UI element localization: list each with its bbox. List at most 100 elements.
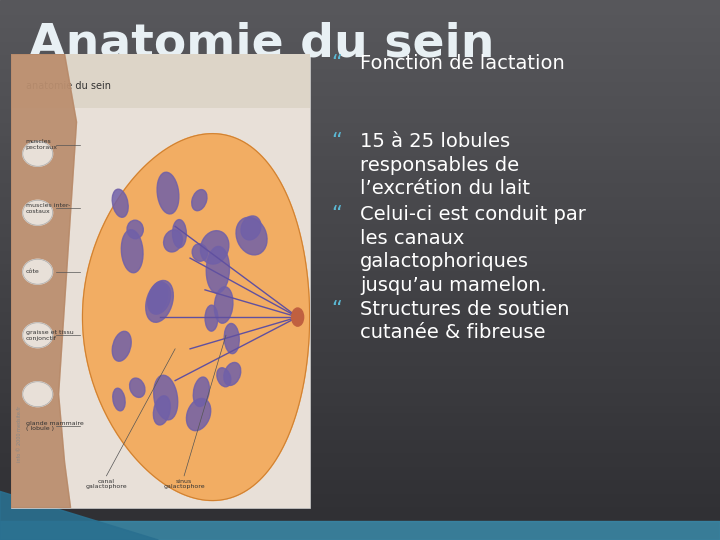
Bar: [0, 108, 720, 115]
Bar: [0, 276, 720, 284]
Ellipse shape: [224, 362, 240, 386]
Bar: [0, 168, 720, 176]
Bar: [0, 324, 720, 330]
Bar: [0, 392, 720, 399]
Bar: [0, 270, 720, 276]
Bar: [0, 378, 720, 384]
Bar: [0, 148, 720, 156]
Bar: [0, 426, 720, 432]
Bar: [0, 372, 720, 378]
Bar: [0, 128, 720, 135]
Ellipse shape: [127, 220, 143, 239]
Bar: [0, 202, 720, 209]
Bar: [0, 243, 720, 249]
Text: muscles
pectoraux: muscles pectoraux: [26, 139, 58, 150]
Ellipse shape: [112, 189, 128, 217]
Bar: [0, 411, 720, 418]
Ellipse shape: [215, 287, 233, 323]
Bar: [0, 418, 720, 426]
Ellipse shape: [193, 377, 210, 407]
Bar: [0, 209, 720, 216]
Bar: [0, 189, 720, 195]
Bar: [0, 492, 720, 500]
Bar: [0, 6, 720, 14]
Text: Celui-ci est conduit par
les canaux
galactophoriques
jusqu’au mamelon.: Celui-ci est conduit par les canaux gala…: [360, 205, 586, 295]
Bar: [0, 263, 720, 270]
Ellipse shape: [23, 200, 53, 225]
Bar: [0, 432, 720, 438]
Ellipse shape: [163, 230, 182, 252]
Bar: [0, 102, 720, 108]
Bar: [0, 230, 720, 237]
Bar: [0, 513, 720, 519]
Bar: [0, 162, 720, 168]
Text: Fonction de lactation: Fonction de lactation: [360, 54, 564, 73]
Bar: [0, 405, 720, 411]
Ellipse shape: [148, 283, 171, 314]
Text: info © 2000 medsite.fr: info © 2000 medsite.fr: [17, 406, 22, 462]
Text: sinus
galactophore: sinus galactophore: [163, 478, 205, 489]
Polygon shape: [83, 134, 310, 501]
Ellipse shape: [241, 216, 261, 240]
Bar: [0, 521, 720, 540]
Bar: [0, 338, 720, 345]
Ellipse shape: [186, 399, 211, 431]
Bar: [0, 507, 720, 513]
Bar: [0, 317, 720, 324]
Bar: [0, 291, 720, 297]
Ellipse shape: [23, 382, 53, 407]
Ellipse shape: [205, 305, 218, 331]
Polygon shape: [83, 134, 310, 501]
Bar: [0, 459, 720, 465]
Text: canal
galactophore: canal galactophore: [86, 478, 127, 489]
Ellipse shape: [23, 323, 53, 348]
Bar: [0, 526, 720, 534]
Ellipse shape: [206, 246, 230, 293]
Bar: [0, 438, 720, 445]
Ellipse shape: [153, 375, 178, 420]
Bar: [0, 60, 720, 68]
Bar: [0, 222, 720, 230]
Bar: [0, 453, 720, 459]
Bar: [0, 0, 720, 6]
Bar: [0, 534, 720, 540]
Ellipse shape: [217, 368, 231, 387]
Ellipse shape: [192, 244, 207, 261]
Bar: [0, 14, 720, 20]
Text: muscles inter-
costaux: muscles inter- costaux: [26, 203, 70, 214]
Text: “: “: [331, 300, 342, 320]
Bar: [0, 480, 720, 486]
Bar: [0, 40, 720, 47]
Ellipse shape: [112, 332, 131, 361]
Bar: [0, 183, 720, 189]
Bar: [0, 249, 720, 256]
Bar: [0, 33, 720, 40]
Bar: [0, 472, 720, 480]
Text: Anatomie du sein: Anatomie du sein: [29, 22, 495, 66]
Bar: [0, 122, 720, 128]
Ellipse shape: [23, 141, 53, 166]
Bar: [0, 284, 720, 291]
Bar: [0, 500, 720, 507]
Ellipse shape: [173, 220, 186, 248]
Ellipse shape: [200, 231, 229, 264]
Bar: [0, 115, 720, 122]
Bar: [0, 303, 720, 310]
Ellipse shape: [23, 259, 53, 284]
Bar: [0, 141, 720, 149]
Bar: [0, 330, 720, 338]
Text: Structures de soutien
cutanée & fibreuse: Structures de soutien cutanée & fibreuse: [360, 300, 570, 342]
Bar: [0, 351, 720, 357]
Bar: [11, 54, 310, 109]
Text: glande mammaire
( lobule ): glande mammaire ( lobule ): [26, 421, 84, 431]
Bar: [0, 446, 720, 453]
Bar: [0, 176, 720, 183]
Text: 15 à 25 lobules
responsables de
l’excrétion du lait: 15 à 25 lobules responsables de l’excrét…: [360, 132, 530, 198]
Bar: [0, 216, 720, 222]
Ellipse shape: [236, 217, 267, 255]
Bar: [0, 256, 720, 263]
Ellipse shape: [130, 378, 145, 397]
Text: côte: côte: [26, 269, 40, 274]
Polygon shape: [11, 54, 76, 508]
Bar: [0, 47, 720, 54]
